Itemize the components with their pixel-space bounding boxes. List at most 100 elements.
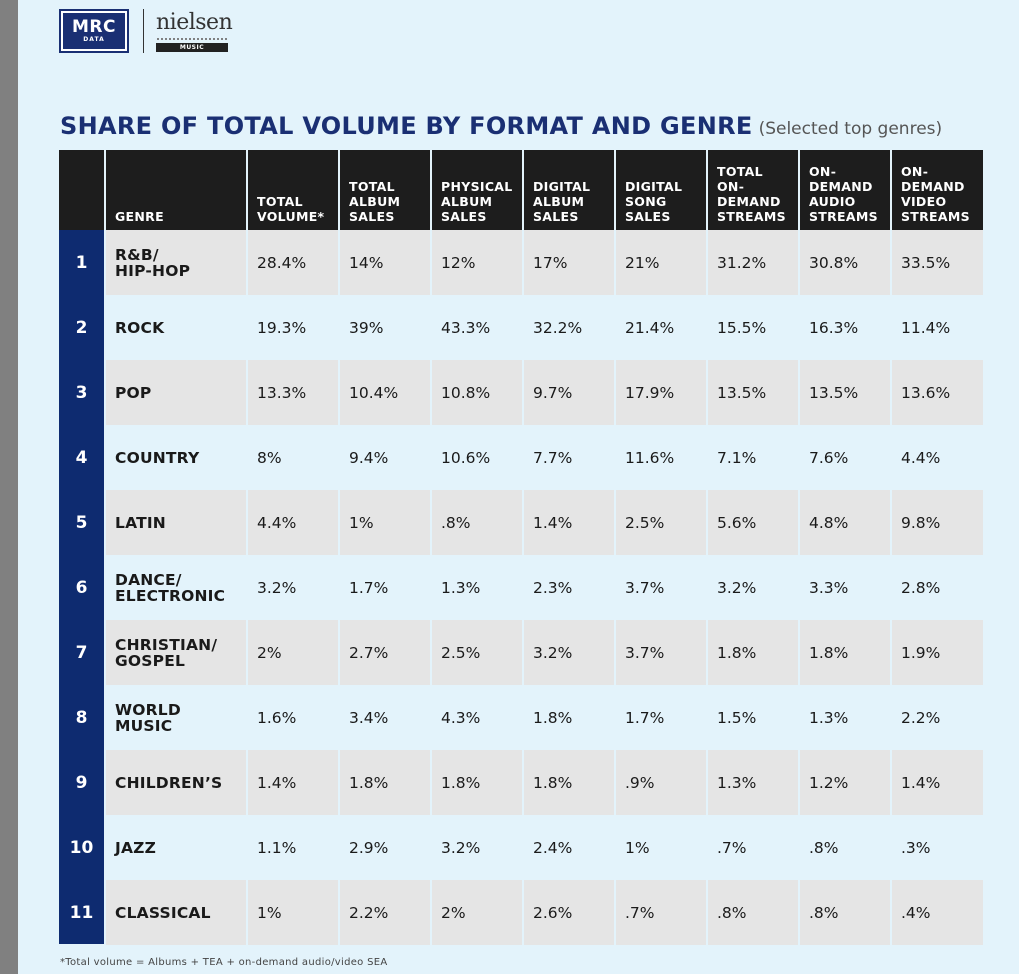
value-cell: 3.4% — [340, 685, 430, 750]
rank-number: 3 — [75, 382, 88, 403]
value-cell: 4.3% — [432, 685, 522, 750]
value-cell: 10.8% — [432, 360, 522, 425]
value-cell: 31.2% — [708, 230, 798, 295]
header-rank — [59, 150, 104, 230]
chart-title: SHARE OF TOTAL VOLUME BY FORMAT AND GENR… — [60, 112, 942, 140]
column-header: DIGITAL SONG SALES — [616, 150, 706, 230]
rank-number: 1 — [75, 252, 88, 273]
value-cell: 2.5% — [432, 620, 522, 685]
value-cell: .8% — [800, 815, 890, 880]
value-cell: 1.4% — [524, 490, 614, 555]
value-cell: 2.7% — [340, 620, 430, 685]
value-cell: 28.4% — [248, 230, 338, 295]
value-cell: 13.3% — [248, 360, 338, 425]
value-cell: 3.2% — [708, 555, 798, 620]
value-cell: 2.5% — [616, 490, 706, 555]
value-cell: 9.7% — [524, 360, 614, 425]
column-header-label: DIGITAL ALBUM SALES — [533, 179, 591, 224]
rank-number: 8 — [75, 707, 88, 728]
value-cell: 11.6% — [616, 425, 706, 490]
value-cell: 1.8% — [708, 620, 798, 685]
rank-number: 11 — [69, 902, 94, 923]
value-cell: 3.2% — [524, 620, 614, 685]
column-header-label: TOTAL VOLUME* — [257, 194, 325, 224]
value-cell: 1.9% — [892, 620, 983, 685]
value-cell: 3.2% — [432, 815, 522, 880]
value-cell: 2.8% — [892, 555, 983, 620]
value-cell: .7% — [708, 815, 798, 880]
value-cell: 1.3% — [800, 685, 890, 750]
genre-cell: ROCK — [106, 295, 246, 360]
value-cell: .4% — [892, 880, 983, 945]
rank-column — [59, 230, 104, 944]
value-cell: 13.6% — [892, 360, 983, 425]
mrc-data-logo: MRC DATA — [59, 9, 129, 53]
value-cell: 39% — [340, 295, 430, 360]
value-cell: 2.4% — [524, 815, 614, 880]
nielsen-logo-subtext: MUSIC — [156, 42, 228, 52]
value-cell: 1.1% — [248, 815, 338, 880]
value-cell: 32.2% — [524, 295, 614, 360]
value-cell: .3% — [892, 815, 983, 880]
column-header-label: TOTAL ON- DEMAND STREAMS — [717, 164, 786, 224]
column-header-label: ON- DEMAND VIDEO STREAMS — [901, 164, 970, 224]
column-header: DIGITAL ALBUM SALES — [524, 150, 614, 230]
value-cell: 33.5% — [892, 230, 983, 295]
value-cell: 30.8% — [800, 230, 890, 295]
value-cell: 10.6% — [432, 425, 522, 490]
rank-number: 6 — [75, 577, 88, 598]
value-cell: .7% — [616, 880, 706, 945]
mrc-logo-subtext: DATA — [83, 36, 105, 43]
value-cell: 2.6% — [524, 880, 614, 945]
value-cell: 21% — [616, 230, 706, 295]
rank-number: 2 — [75, 317, 88, 338]
value-cell: 1.8% — [800, 620, 890, 685]
value-cell: 12% — [432, 230, 522, 295]
genre-cell: POP — [106, 360, 246, 425]
value-cell: 11.4% — [892, 295, 983, 360]
value-cell: 1.8% — [340, 750, 430, 815]
page: MRC DATA nielsen MUSIC SHARE OF TOTAL VO… — [18, 0, 1019, 974]
value-cell: 21.4% — [616, 295, 706, 360]
value-cell: 1.4% — [892, 750, 983, 815]
value-cell: 1.7% — [616, 685, 706, 750]
title-main: SHARE OF TOTAL VOLUME BY FORMAT AND GENR… — [60, 112, 753, 140]
value-cell: 1.3% — [432, 555, 522, 620]
value-cell: 4.8% — [800, 490, 890, 555]
column-header: TOTAL ALBUM SALES — [340, 150, 430, 230]
title-subtitle: (Selected top genres) — [758, 119, 943, 139]
value-cell: 13.5% — [800, 360, 890, 425]
column-header: GENRE — [106, 150, 246, 230]
value-cell: 9.8% — [892, 490, 983, 555]
value-cell: 2% — [248, 620, 338, 685]
value-cell: 43.3% — [432, 295, 522, 360]
value-cell: 3.3% — [800, 555, 890, 620]
value-cell: 1% — [340, 490, 430, 555]
nielsen-logo-dots — [156, 36, 228, 41]
logo-divider — [143, 9, 144, 53]
column-header-label: DIGITAL SONG SALES — [625, 179, 683, 224]
genre-cell: COUNTRY — [106, 425, 246, 490]
column-header-label: TOTAL ALBUM SALES — [349, 179, 401, 224]
value-cell: 19.3% — [248, 295, 338, 360]
value-cell: 7.7% — [524, 425, 614, 490]
value-cell: 7.1% — [708, 425, 798, 490]
logo-group: MRC DATA nielsen MUSIC — [59, 8, 233, 54]
value-cell: 2% — [432, 880, 522, 945]
value-cell: 1.8% — [432, 750, 522, 815]
genre-format-table: GENRE TOTAL VOLUME* TOTAL ALBUM SALES PHYSI… — [59, 150, 983, 945]
rank-number: 9 — [75, 772, 88, 793]
value-cell: 1.3% — [708, 750, 798, 815]
value-cell: 9.4% — [340, 425, 430, 490]
value-cell: 5.6% — [708, 490, 798, 555]
column-header-label: GENRE — [115, 209, 164, 224]
value-cell: 15.5% — [708, 295, 798, 360]
value-cell: .9% — [616, 750, 706, 815]
value-cell: 4.4% — [248, 490, 338, 555]
column-header: TOTAL VOLUME* — [248, 150, 338, 230]
rank-number: 4 — [75, 447, 88, 468]
value-cell: .8% — [432, 490, 522, 555]
value-cell: 13.5% — [708, 360, 798, 425]
value-cell: 1.8% — [524, 750, 614, 815]
genre-cell: DANCE/ ELECTRONIC — [106, 555, 246, 620]
